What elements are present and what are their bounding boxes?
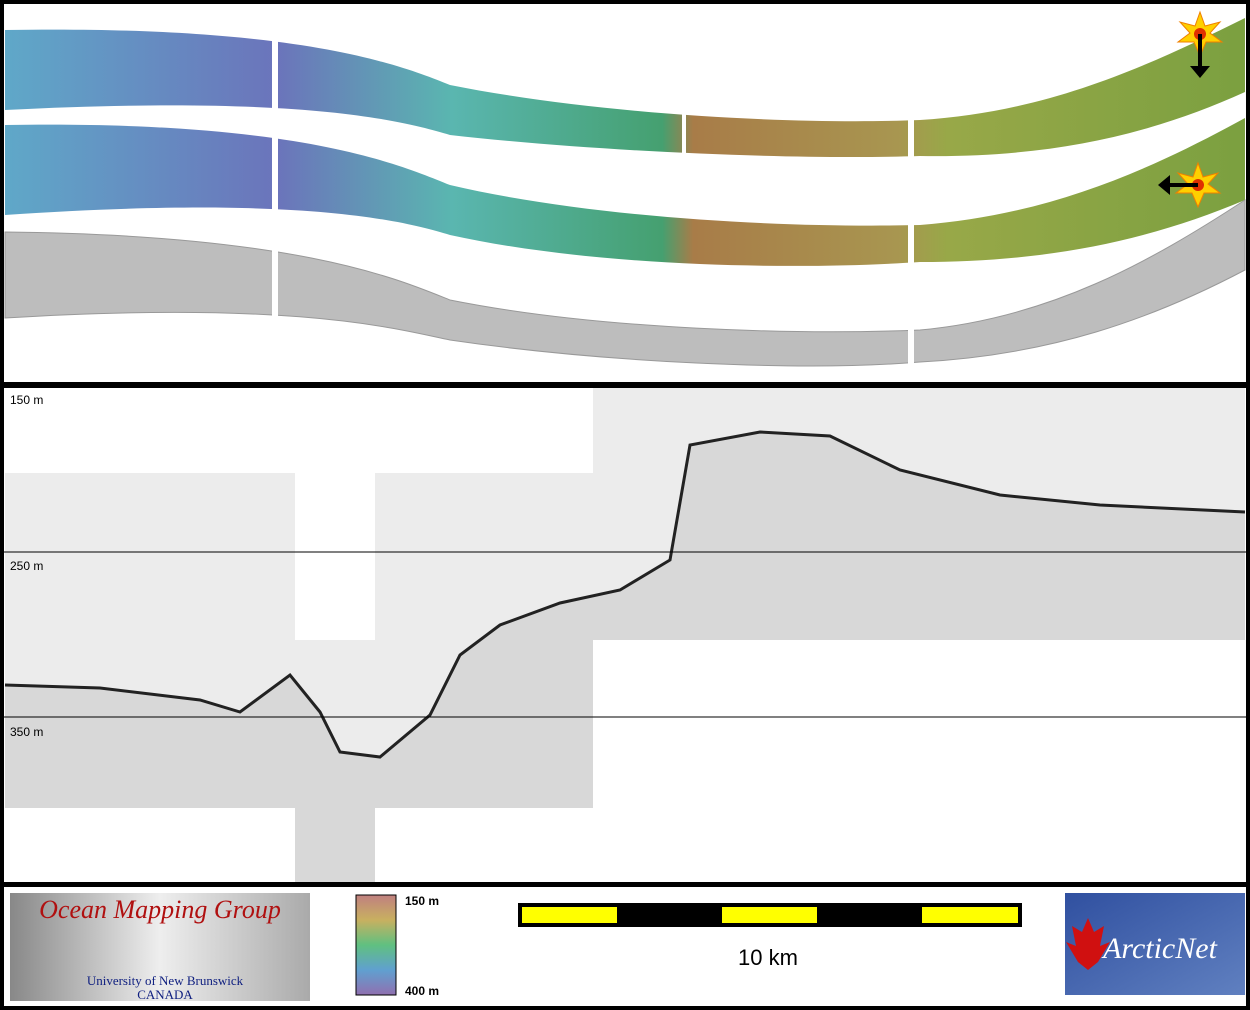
logo-line: University of New Brunswick xyxy=(87,973,244,988)
sun-marker xyxy=(1176,10,1224,78)
maple-leaf xyxy=(1066,918,1110,970)
swath-top xyxy=(5,18,1245,158)
scalebar-segments xyxy=(522,907,1018,923)
depth-label: 350 m xyxy=(10,725,43,739)
depth-label: 250 m xyxy=(10,559,43,573)
colorbar-label: 400 m xyxy=(405,984,439,998)
subbottom xyxy=(5,432,1245,882)
sun-marker xyxy=(1158,161,1222,209)
colorbar-label: 150 m xyxy=(405,894,439,908)
swath-gaps xyxy=(272,20,914,370)
seafloor xyxy=(4,430,1246,759)
swath-middle xyxy=(5,118,1245,266)
logo-title: Ocean Mapping Group xyxy=(39,895,281,924)
logo-line: CANADA xyxy=(137,987,193,1002)
scalebar-label: 10 km xyxy=(738,945,798,970)
arcticnet-text: ArcticNet xyxy=(1101,932,1218,965)
swath-backscatter xyxy=(4,199,1246,367)
colorbar xyxy=(355,894,397,996)
omg-logo xyxy=(10,893,310,1001)
depth-label: 150 m xyxy=(10,393,43,407)
